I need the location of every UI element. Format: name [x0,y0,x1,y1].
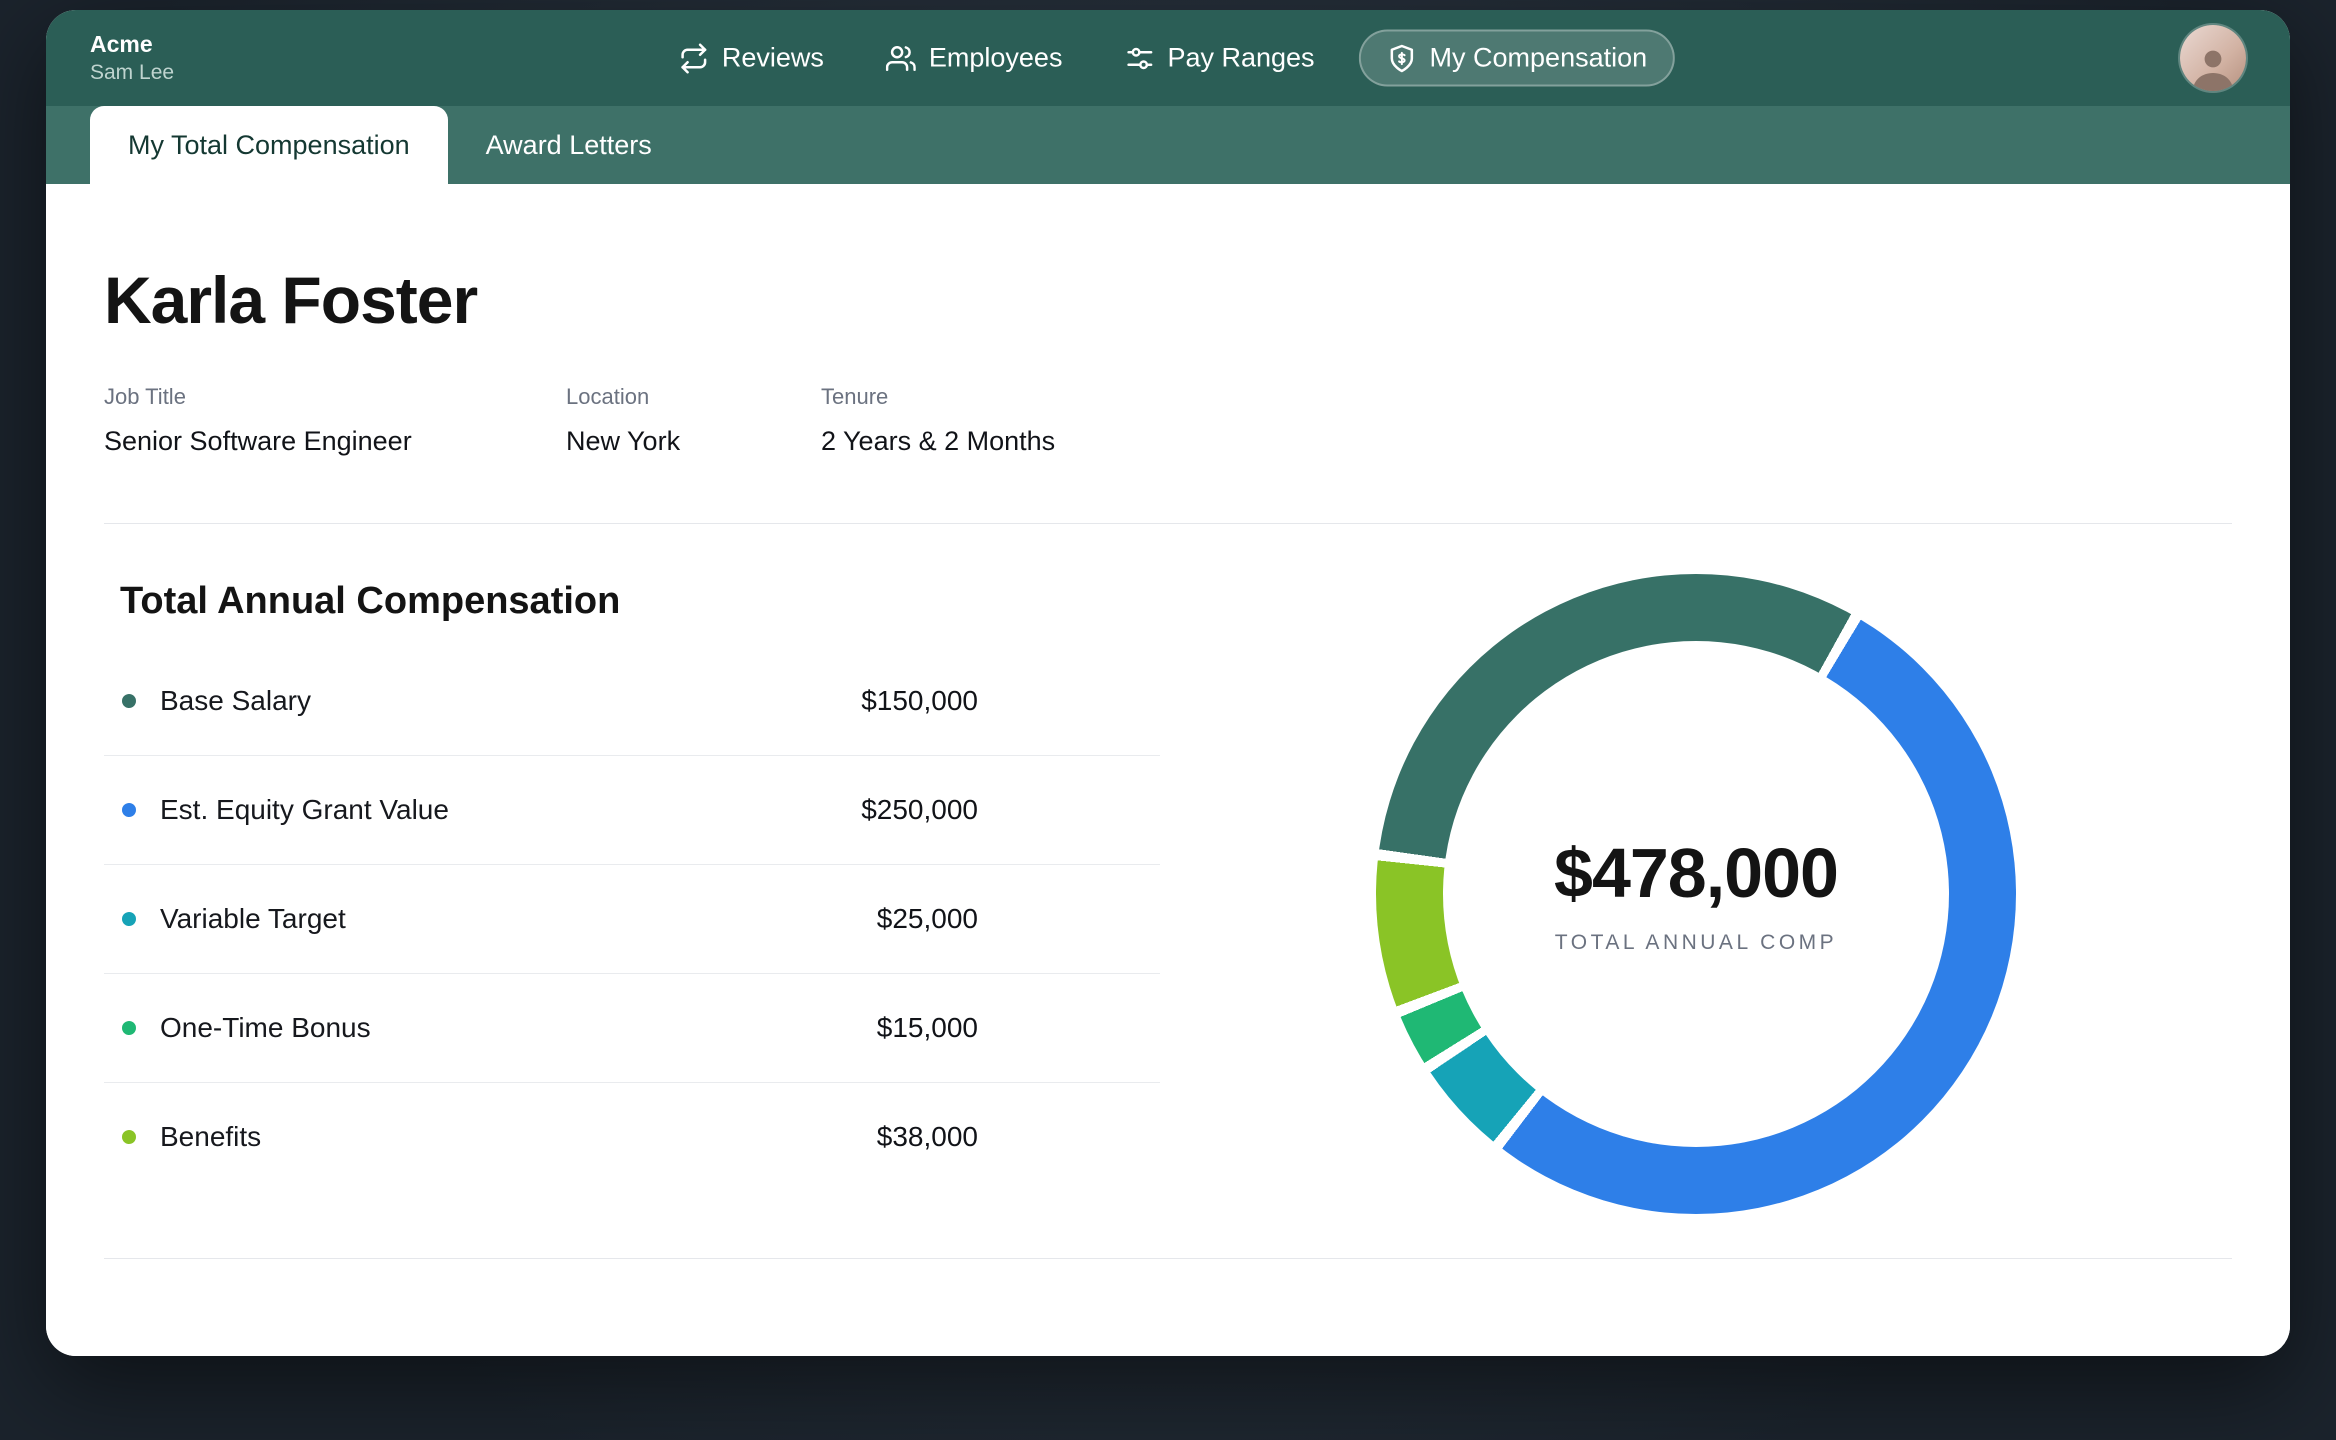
pay-ranges-sliders-icon [1124,43,1154,73]
donut-chart-area: $478,000 TOTAL ANNUAL COMP [1160,574,2232,1214]
tab-label: My Total Compensation [128,129,410,160]
employees-icon [885,43,916,73]
meta-label: Job Title [104,384,186,409]
tab-award-letters[interactable]: Award Letters [448,106,690,184]
nav-item-label: My Compensation [1429,42,1648,73]
reviews-cycle-icon [679,43,709,73]
meta-job-title: Job Title Senior Software Engineer [104,384,566,457]
nav-item-reviews[interactable]: Reviews [661,30,842,87]
row-label: Est. Equity Grant Value [160,794,449,825]
comp-row-one-time-bonus: One-Time Bonus $15,000 [104,974,1160,1083]
donut-total-label: TOTAL ANNUAL COMP [1554,931,1838,954]
meta-label: Location [566,384,650,409]
row-label: Benefits [160,1121,262,1152]
nav-item-pay-ranges[interactable]: Pay Ranges [1106,30,1332,87]
meta-value: 2 Years & 2 Months [821,426,1056,456]
compensation-area: Total Annual Compensation Base Salary $1… [104,574,2232,1214]
row-value: $25,000 [876,903,978,934]
nav-item-employees[interactable]: Employees [868,30,1081,87]
row-value: $150,000 [861,685,978,716]
meta-label: Tenure [821,384,889,409]
employee-meta-row: Job Title Senior Software Engineer Locat… [104,384,2232,457]
tab-strip: My Total Compensation Award Letters [46,106,2290,184]
divider [104,523,2232,524]
row-dot [122,1130,136,1144]
user-avatar[interactable] [2180,25,2246,91]
top-bar: Acme Sam Lee Reviews Employees Pay Ra [46,10,2290,106]
nav-item-label: Reviews [721,42,824,73]
comp-row-base-salary: Base Salary $150,000 [104,647,1160,756]
row-value: $38,000 [876,1121,978,1152]
compensation-list: Total Annual Compensation Base Salary $1… [104,574,1160,1214]
section-title: Total Annual Compensation [120,580,621,622]
tab-label: Award Letters [485,129,652,160]
main-content: Karla Foster Job Title Senior Software E… [46,184,2290,1356]
row-label: Base Salary [160,685,311,716]
company-name: Acme [90,31,153,58]
row-label: One-Time Bonus [160,1012,371,1043]
comp-row-benefits: Benefits $38,000 [104,1083,1160,1191]
row-label: Variable Target [160,903,346,934]
user-name: Sam Lee [90,60,175,84]
tab-my-total-compensation[interactable]: My Total Compensation [90,106,448,184]
nav-item-label: Employees [928,42,1063,73]
row-dot [122,1021,136,1035]
main-nav: Reviews Employees Pay Ranges My Compensa… [661,29,1676,87]
row-value: $250,000 [861,794,978,825]
meta-value: New York [566,426,681,456]
meta-tenure: Tenure 2 Years & 2 Months [821,384,1055,457]
employee-name-heading: Karla Foster [104,263,478,337]
meta-location: Location New York [566,384,821,457]
divider [104,1258,2232,1259]
brand-block: Acme Sam Lee [90,31,175,84]
app-window: Acme Sam Lee Reviews Employees Pay Ra [46,10,2290,1356]
donut-total-value: $478,000 [1554,834,1839,912]
meta-value: Senior Software Engineer [104,426,412,456]
donut-center: $478,000 TOTAL ANNUAL COMP [1443,641,1949,1147]
comp-row-variable-target: Variable Target $25,000 [104,865,1160,974]
nav-item-label: Pay Ranges [1167,42,1315,73]
row-dot [122,803,136,817]
nav-item-my-compensation[interactable]: My Compensation [1358,29,1676,87]
donut-chart: $478,000 TOTAL ANNUAL COMP [1376,574,2016,1214]
person-icon [2193,50,2233,91]
row-value: $15,000 [876,1012,978,1043]
row-dot [122,694,136,708]
row-dot [122,912,136,926]
comp-row-equity: Est. Equity Grant Value $250,000 [104,756,1160,865]
shield-icon [1387,43,1417,73]
